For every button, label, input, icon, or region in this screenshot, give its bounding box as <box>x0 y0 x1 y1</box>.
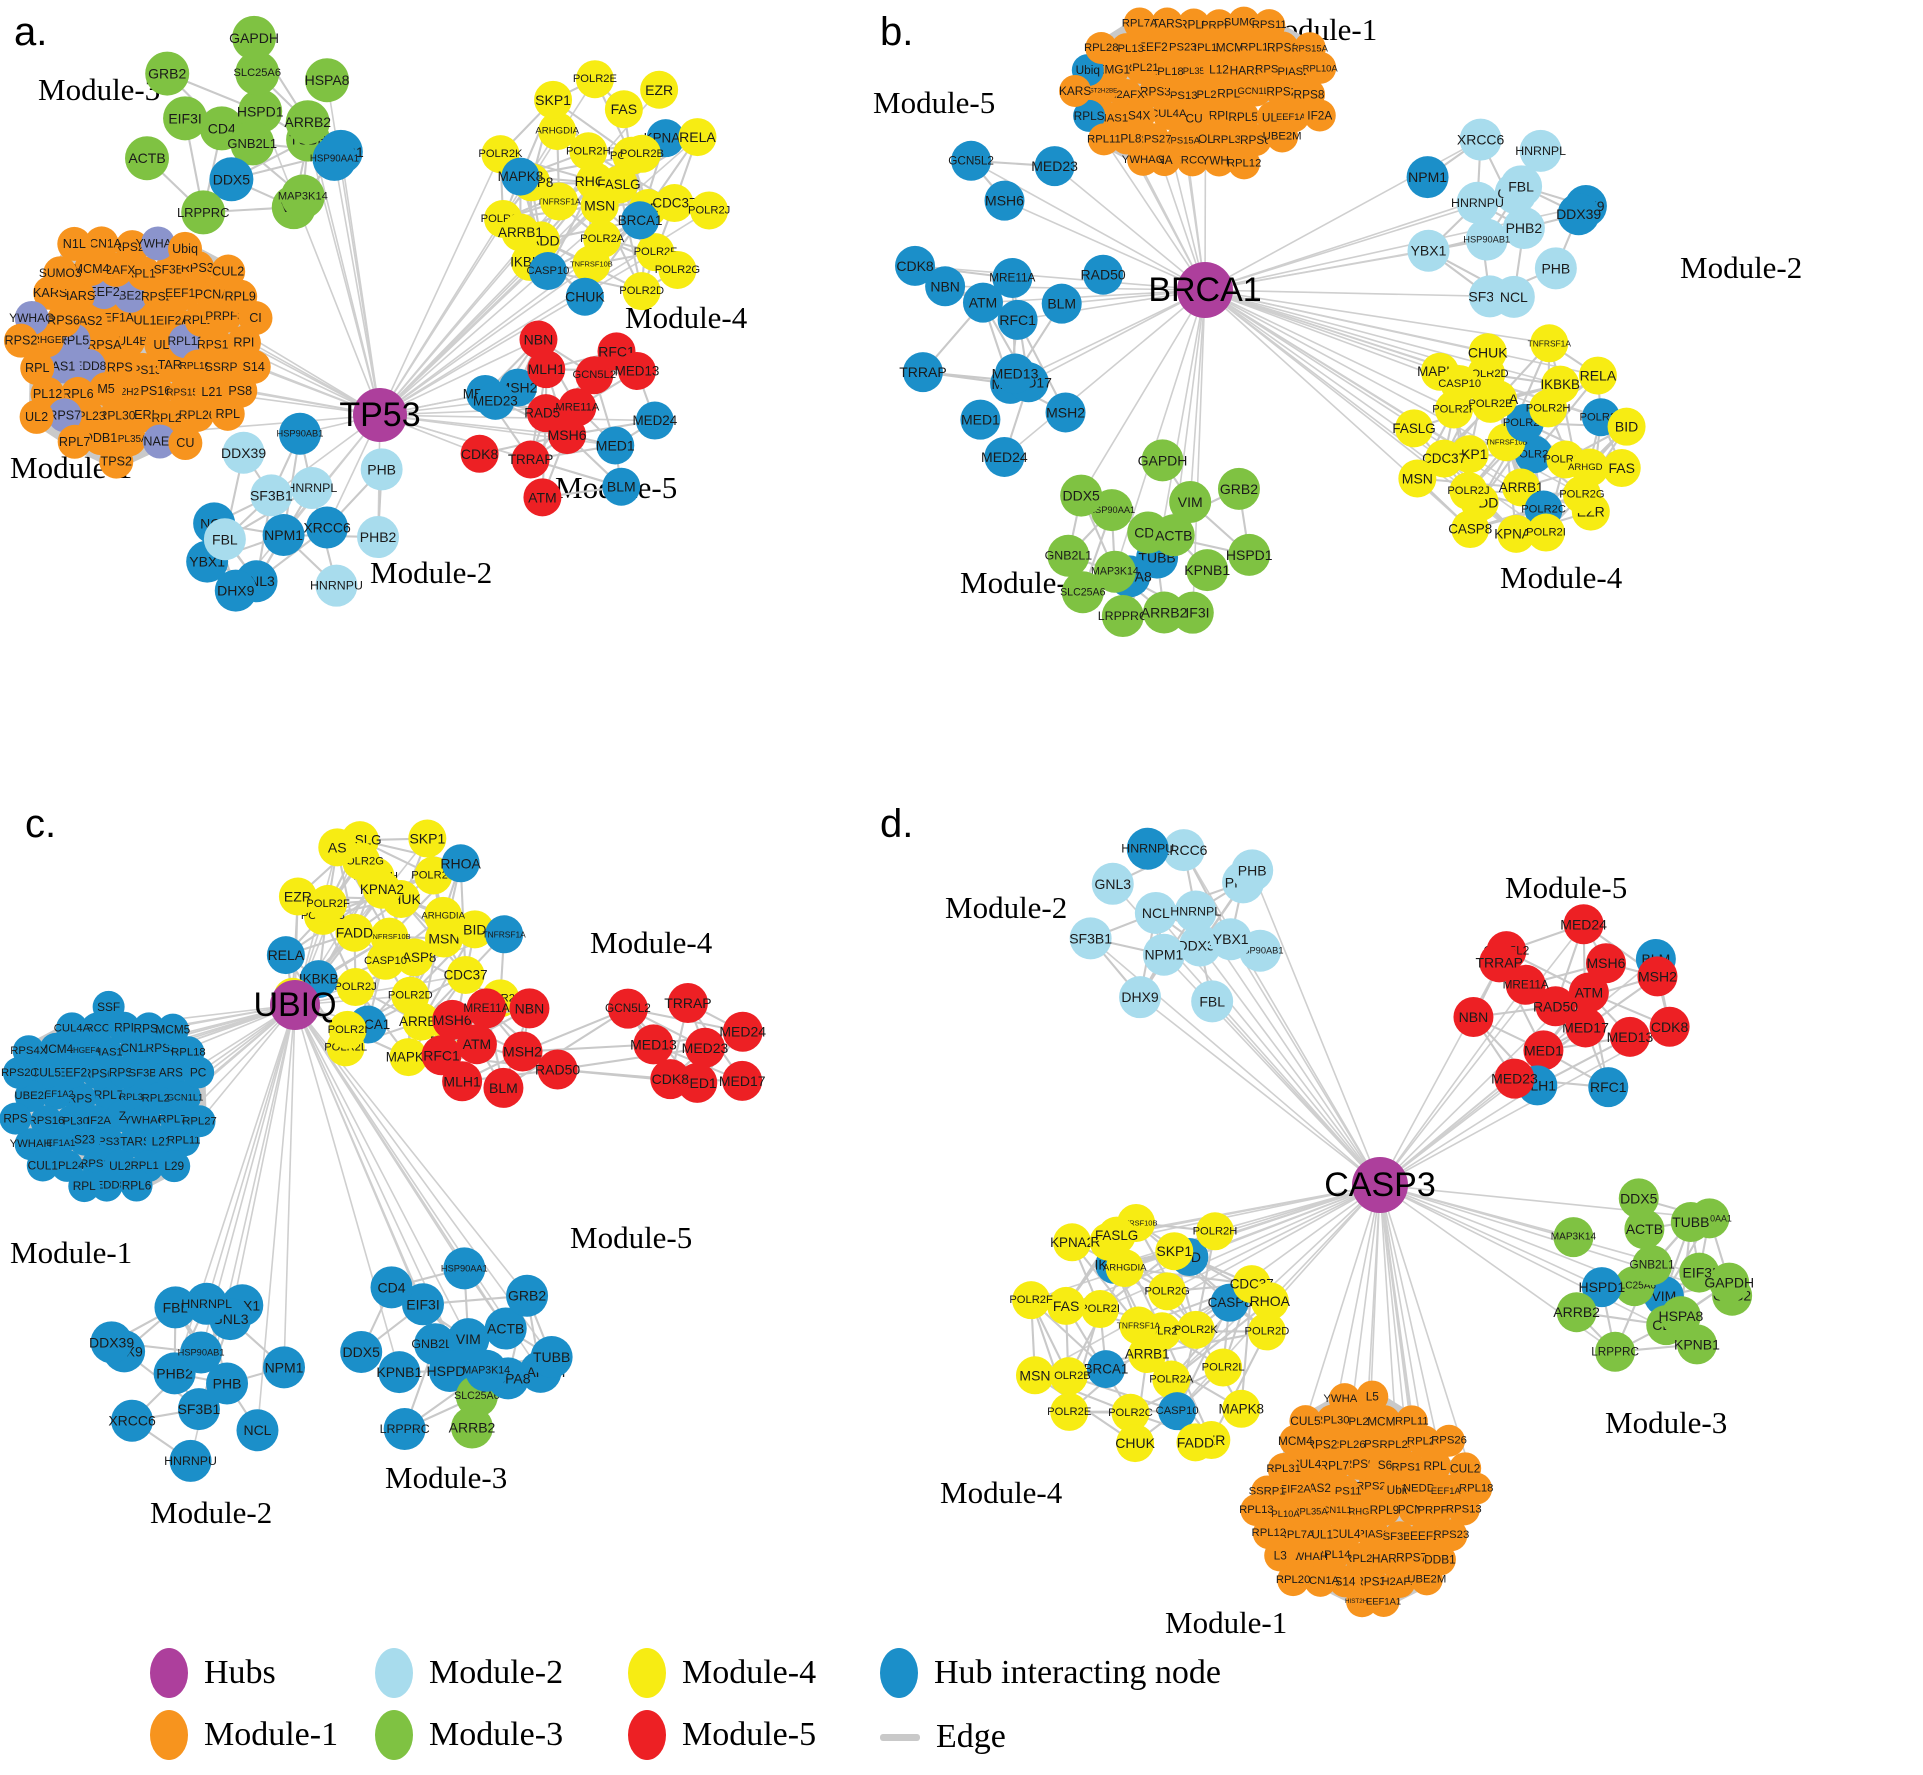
legend-label-module5: Module-5 <box>682 1716 817 1753</box>
legend-swatch-hubs <box>150 1648 188 1698</box>
panel-d-module1-label: Module-1 <box>1165 1605 1288 1640</box>
panel-c-module2-label: Module-2 <box>150 1495 273 1530</box>
panel-c-module3-label: Module-3 <box>385 1460 508 1495</box>
panel-c: c. Module-4 Module-1 Module-5 Module-2 M… <box>0 780 960 1650</box>
panel-b-letter: b. <box>880 10 914 54</box>
panel-b: b. Module-5 Module-1 Module-2 Module-3 M… <box>860 0 1923 800</box>
legend-swatch-module4 <box>628 1648 666 1698</box>
legend-item-hub-interacting-node: Hub interacting node <box>880 1648 1221 1698</box>
panel-c-module4-label: Module-4 <box>590 925 713 960</box>
panel-d-module5-label: Module-5 <box>1505 870 1628 905</box>
legend-item-module4: Module-4 <box>628 1648 816 1698</box>
panel-d-network: DDX39NPM1NCLHNRNPLXRCC6PHB2HSP90AB1FBLDH… <box>1009 827 1754 1618</box>
panel-b-module5-label: Module-5 <box>873 85 996 120</box>
panel-a-module2-label: Module-2 <box>370 555 493 590</box>
legend-label-module3: Module-3 <box>429 1716 564 1753</box>
legend-label-edge: Edge <box>936 1718 1006 1755</box>
panel-d-module2-label: Module-2 <box>945 890 1068 925</box>
legend-item-hubs: Hubs <box>150 1648 276 1698</box>
panel-c-letter: c. <box>25 802 57 846</box>
legend: Hubs Module-1 Module-2 Module-3 Module-4… <box>150 1648 1310 1768</box>
legend-swatch-module2 <box>375 1648 413 1698</box>
legend-label-hub-interacting-node: Hub interacting node <box>934 1654 1222 1691</box>
legend-swatch-module3 <box>375 1710 413 1760</box>
panel-a-network: CD4HSPD1GNB2L1EIF3ISLC25A6TUBBDDX5VIMLRP… <box>3 15 730 612</box>
legend-swatch-edge <box>880 1733 920 1741</box>
panel-d-module4-label: Module-4 <box>940 1475 1063 1510</box>
legend-swatch-module1 <box>150 1710 188 1760</box>
legend-label-module2: Module-2 <box>429 1654 564 1691</box>
panel-d-module3-label: Module-3 <box>1605 1405 1728 1440</box>
legend-label-module4: Module-4 <box>682 1654 817 1691</box>
legend-swatch-hub-interacting-node <box>880 1648 918 1698</box>
legend-item-module5: Module-5 <box>628 1710 816 1760</box>
panel-a-letter: a. <box>14 10 48 54</box>
svg-text:TP53: TP53 <box>339 396 420 434</box>
legend-swatch-module5 <box>628 1710 666 1760</box>
svg-text:UBIQ: UBIQ <box>253 986 336 1024</box>
panel-a: a. Module-3 Module-1 Module-2 Module-4 M… <box>0 0 960 800</box>
legend-label-hubs: Hubs <box>204 1654 276 1691</box>
panel-b-network: RFC1ATMMRE11ABLMMLH1NBNMSH6RAD50MSH2MED2… <box>895 6 1646 638</box>
legend-label-module1: Module-1 <box>204 1716 339 1753</box>
panel-c-module5-label: Module-5 <box>570 1220 693 1255</box>
panel-d-letter: d. <box>880 802 914 846</box>
panel-b-module2-label: Module-2 <box>1680 250 1803 285</box>
legend-item-edge: Edge <box>880 1718 1006 1756</box>
panel-b-module4-label: Module-4 <box>1500 560 1623 595</box>
panel-c-module1-label: Module-1 <box>10 1235 133 1270</box>
panel-c-network: CASP8CASP10TNFRSF10BFADDCHUKMSNPOLR2DPOL… <box>0 819 766 1482</box>
panel-d: d. Module-2 Module-5 Module-4 Module-3 M… <box>860 780 1923 1650</box>
legend-item-module3: Module-3 <box>375 1710 563 1760</box>
svg-text:BRCA1: BRCA1 <box>1148 271 1261 309</box>
svg-text:CASP3: CASP3 <box>1324 1166 1436 1204</box>
panel-a-module3-label: Module-3 <box>38 72 161 107</box>
legend-item-module2: Module-2 <box>375 1648 563 1698</box>
legend-item-module1: Module-1 <box>150 1710 338 1760</box>
